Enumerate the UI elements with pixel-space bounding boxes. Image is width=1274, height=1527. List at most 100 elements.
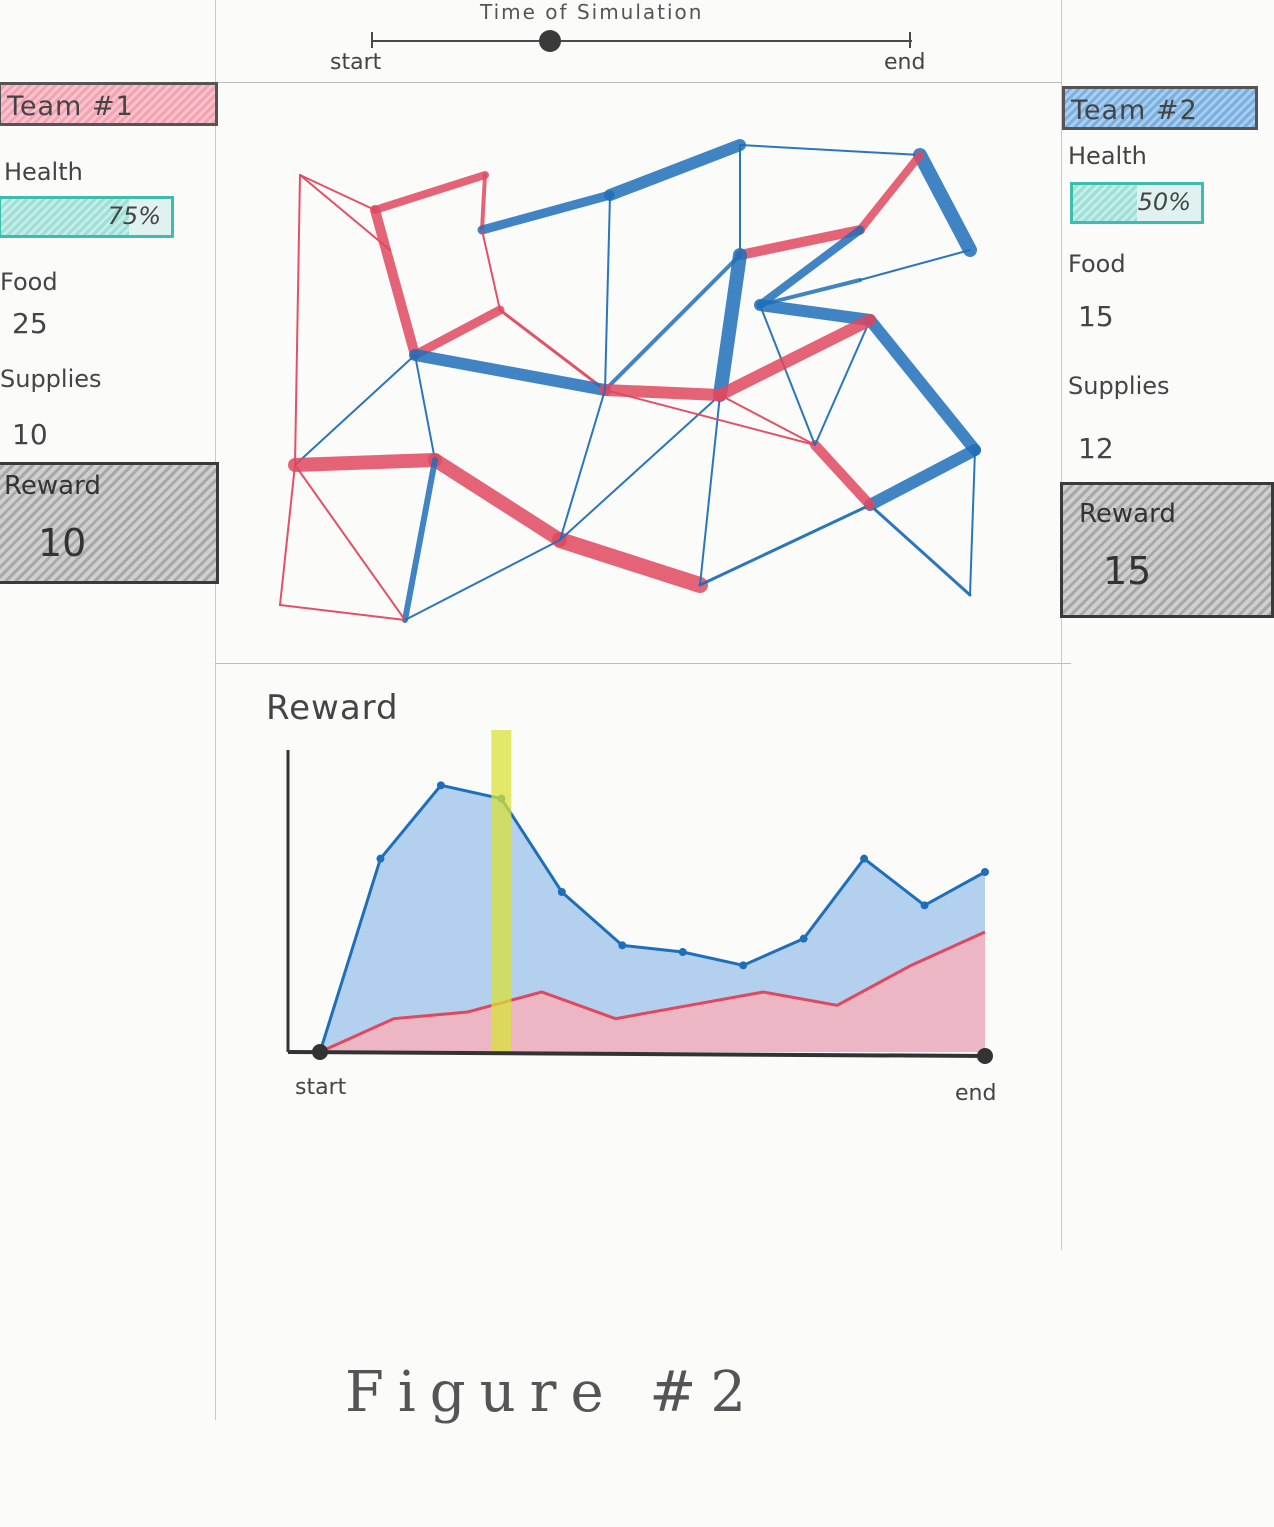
team2-reward-value: 15 — [1103, 549, 1152, 593]
team2-territory-edge — [414, 354, 436, 461]
slider-title: Time of Simulation — [480, 0, 704, 24]
team1-reward-label: Reward — [4, 471, 101, 501]
slider-track[interactable] — [372, 40, 912, 42]
team1-territory-edge — [735, 225, 865, 260]
team2-reward-point — [557, 888, 566, 896]
team2-territory-edge — [758, 278, 862, 307]
team1-territory-edge — [294, 464, 406, 621]
team2-reward-point — [436, 781, 445, 790]
team2-territory-edge — [559, 394, 721, 541]
team1-reward-box: Reward 10 — [0, 462, 219, 584]
team1-territory-edge — [371, 171, 489, 214]
team1-reward-line — [319, 930, 986, 1054]
team2-territory-edge — [698, 503, 872, 587]
team2-territory-edge — [864, 444, 981, 511]
team2-reward-box: Reward 15 — [1060, 482, 1274, 618]
team1-territory-edge — [299, 174, 376, 211]
team1-reward-area — [320, 932, 985, 1052]
team2-title: Team #2 — [1062, 86, 1258, 130]
team2-reward-line — [318, 783, 986, 1053]
team1-health-label: Health — [4, 158, 83, 186]
team1-territory-edge — [410, 305, 505, 360]
team1-title: Team #1 — [0, 82, 218, 126]
slider-end-tick — [909, 32, 911, 48]
slider-thumb[interactable] — [539, 30, 562, 52]
team1-territory-edge — [428, 453, 567, 547]
team1-territory-edge — [480, 173, 487, 232]
team1-food-value: 25 — [12, 307, 48, 340]
team2-territory-edge — [814, 319, 871, 446]
team2-territory-edge — [713, 248, 747, 402]
top-divider — [215, 82, 1061, 83]
team2-supplies-label: Supplies — [1068, 372, 1170, 400]
team1-territory-edge — [294, 174, 301, 466]
team1-supplies-label: Supplies — [0, 365, 102, 393]
x-axis-end-marker — [977, 1048, 993, 1064]
team2-territory-edge — [402, 457, 438, 623]
team1-territory-edge — [370, 205, 420, 360]
figure-caption: Figure #2 — [345, 1360, 760, 1425]
team2-health-value: 50% — [1137, 188, 1191, 216]
team1-territory-edge — [552, 532, 708, 593]
team1-territory-edge — [288, 453, 442, 472]
team1-health-bar: 75% — [0, 196, 174, 238]
x-axis-end-label: end — [955, 1081, 996, 1106]
team1-territory-edge — [714, 314, 876, 401]
team2-health-fill — [1073, 185, 1137, 221]
team2-reward-point — [860, 854, 869, 863]
team2-reward-point — [376, 854, 385, 863]
team1-territory-edge — [599, 384, 726, 401]
team2-territory-edge — [409, 349, 611, 396]
team1-territory-edge — [498, 308, 607, 392]
team1-territory-edge — [719, 394, 816, 446]
team2-reward-point — [678, 948, 687, 956]
team1-food-label: Food — [0, 268, 58, 296]
team2-territory-edge — [739, 144, 921, 156]
team2-reward-label: Reward — [1079, 499, 1176, 529]
team2-territory-edge — [756, 226, 864, 309]
territory-network-map[interactable] — [250, 130, 990, 640]
team2-territory-edge — [868, 503, 972, 597]
reward-chart: start end — [286, 730, 996, 1106]
middle-divider — [215, 663, 1071, 664]
slider-start-tick — [371, 32, 373, 48]
team2-territory-edge — [864, 314, 981, 456]
team2-territory-edge — [604, 139, 746, 201]
team2-reward-point — [799, 934, 808, 943]
team1-territory-edge — [279, 464, 296, 606]
team2-territory-edge — [754, 299, 876, 326]
team1-territory-edge — [299, 174, 391, 251]
x-axis — [287, 1050, 989, 1058]
team2-health-bar: 50% — [1070, 182, 1204, 224]
team2-food-value: 15 — [1078, 300, 1114, 333]
team1-reward-value: 10 — [38, 521, 87, 565]
team2-territory-edge — [913, 148, 977, 257]
team1-territory-edge — [810, 440, 875, 510]
slider-start-label: start — [330, 50, 382, 75]
left-divider — [215, 0, 216, 1420]
team2-territory-edge — [603, 253, 742, 392]
team2-territory-edge — [859, 249, 971, 281]
team2-reward-point — [618, 941, 627, 950]
team2-reward-point — [981, 868, 989, 876]
team2-territory-edge — [759, 304, 816, 446]
team2-territory-edge — [404, 539, 561, 621]
team1-territory-edge — [856, 151, 924, 234]
team1-territory-edge — [279, 604, 406, 621]
team2-territory-edge — [477, 190, 615, 235]
team2-territory-edge — [294, 354, 416, 466]
team2-health-label: Health — [1068, 142, 1147, 170]
right-divider — [1061, 0, 1062, 1250]
team2-territory-edge — [699, 394, 721, 586]
team1-supplies-value: 10 — [12, 418, 48, 451]
time-highlight-band — [491, 730, 512, 1052]
team2-reward-area — [320, 785, 985, 1052]
team2-territory-edge — [559, 389, 606, 541]
team2-territory-edge — [969, 449, 976, 596]
team1-health-fill — [1, 199, 129, 235]
team2-supplies-value: 12 — [1078, 432, 1114, 465]
team2-territory-edge — [604, 194, 611, 391]
team2-reward-point — [920, 901, 929, 910]
team1-territory-edge — [604, 389, 816, 446]
x-axis-start-marker — [312, 1044, 328, 1060]
